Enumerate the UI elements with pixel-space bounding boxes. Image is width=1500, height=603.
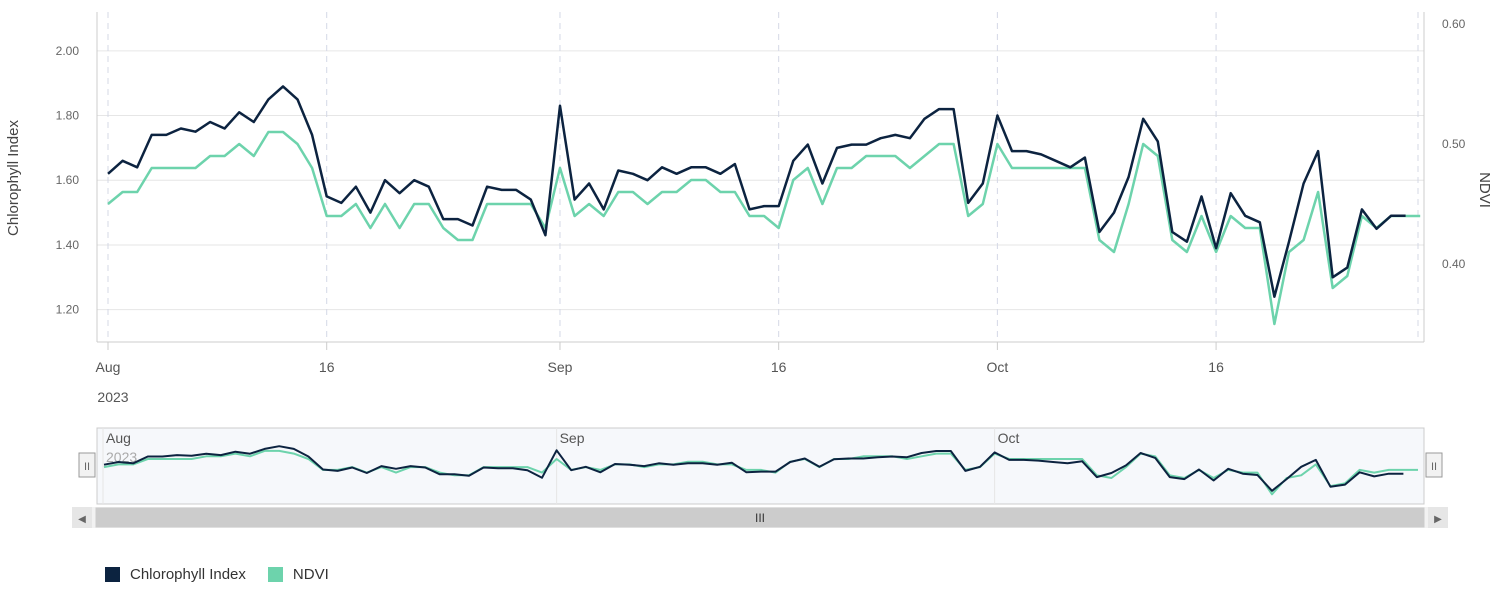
navigator-labels: Aug 2023 Sep Oct [106, 430, 1019, 465]
x-tick-label: 16 [319, 359, 335, 375]
horizontal-gridlines [97, 50, 1424, 311]
right-y-tick-labels: 0.40 0.50 0.60 [1442, 17, 1466, 271]
scrollbar-thumb[interactable] [95, 507, 1425, 528]
main-plot: 1.20 1.40 1.60 1.80 2.00 0.40 0.50 0.60 Aug 202… [5, 12, 1493, 405]
series-line-chlorophyll-index[interactable] [107, 85, 1406, 298]
x-tick-label: Oct [986, 359, 1008, 375]
navigator-left-handle[interactable]: II [78, 452, 96, 478]
legend-swatch-chlorophyll-index [105, 567, 120, 582]
series-line-ndvi[interactable] [107, 130, 1421, 326]
x-tick-label: Aug [96, 359, 121, 375]
x-tick-label: 16 [1208, 359, 1224, 375]
left-y-axis-title: Chlorophyll Index [5, 120, 22, 236]
left-y-tick-label: 1.20 [56, 303, 80, 317]
navigator-series-line-chlorophyll-index [103, 445, 1404, 492]
navigator-selected-mask[interactable] [96, 427, 1425, 505]
navigator-label: Oct [998, 430, 1020, 446]
scrollbar-right-arrow-icon: ▶ [1434, 514, 1442, 525]
left-y-tick-label: 1.80 [56, 109, 80, 123]
scrollbar-left-button[interactable] [72, 507, 92, 528]
right-handle-grip: II [1431, 461, 1437, 473]
right-y-tick-label: 0.40 [1442, 257, 1466, 271]
vertical-gridlines [107, 12, 1419, 342]
scrollbar-left-arrow-icon: ◀ [78, 514, 86, 525]
legend-item-chlorophyll-index[interactable]: Chlorophyll Index [105, 566, 246, 583]
navigator-gridlines [102, 428, 996, 504]
legend-swatch-ndvi [267, 567, 283, 582]
x-tick-label: 16 [771, 359, 787, 375]
navigator-right-handle[interactable]: II [1425, 452, 1443, 478]
navigator-series-group [103, 445, 1418, 496]
legend: Chlorophyll Index NDVI [105, 566, 351, 583]
navigator-label: Sep [560, 430, 585, 446]
right-y-tick-label: 0.60 [1442, 17, 1466, 31]
left-y-tick-label: 2.00 [56, 44, 80, 58]
main-series-group [107, 85, 1421, 326]
legend-label-chlorophyll-index: Chlorophyll Index [130, 566, 246, 583]
scrollbar-right-button[interactable] [1428, 507, 1448, 528]
right-y-tick-label: 0.50 [1442, 137, 1466, 151]
x-tick-label: Sep [548, 359, 573, 375]
scrollbar[interactable]: ◀ III ▶ [72, 507, 1448, 528]
navigator-sublabel: 2023 [106, 449, 137, 465]
left-y-tick-label: 1.60 [56, 173, 80, 187]
navigator[interactable]: Aug 2023 Sep Oct II II [78, 427, 1443, 505]
left-y-tick-label: 1.40 [56, 238, 80, 252]
x-tick-sublabel: 2023 [97, 389, 128, 405]
scrollbar-grip: III [755, 511, 765, 525]
legend-label-ndvi: NDVI [292, 566, 329, 583]
left-y-tick-labels: 1.20 1.40 1.60 1.80 2.00 [56, 44, 80, 317]
right-y-axis-title: NDVI [1476, 172, 1493, 208]
left-handle-grip: II [84, 461, 90, 473]
x-tick-labels: Aug 2023 16 Sep 16 Oct 16 [96, 342, 1224, 405]
navigator-label: Aug [106, 430, 131, 446]
legend-item-ndvi[interactable]: NDVI [267, 566, 329, 583]
